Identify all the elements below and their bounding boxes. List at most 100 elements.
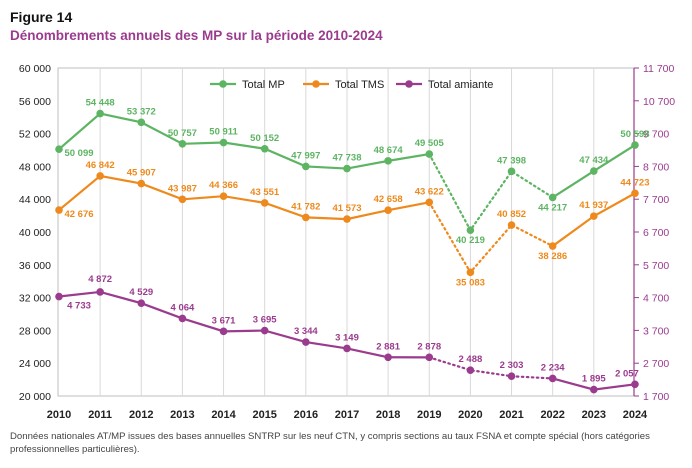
series-line-total-tms-dotted	[428, 201, 554, 275]
point-total-amiante-2016	[302, 338, 310, 346]
x-tick-2015: 2015	[252, 409, 276, 421]
x-tick-2022: 2022	[540, 409, 564, 421]
point-total-tms-2012	[137, 179, 146, 188]
point-total-mp-2013	[178, 139, 187, 148]
point-total-mp-2015	[260, 144, 269, 153]
data-label-total-mp-2011: 54 448	[86, 98, 115, 109]
data-label-total-tms-2019: 43 622	[415, 186, 444, 197]
point-total-amiante-2017	[343, 344, 351, 353]
chart-title: Dénombrements annuels des MP sur la péri…	[10, 28, 383, 43]
point-total-tms-2013	[178, 195, 187, 204]
line-chart: 2010 2011 2012 2013 2014 2015 2016 2017 2018 2019…	[19, 63, 675, 421]
x-tick-2012: 2012	[129, 409, 153, 421]
point-total-tms-2016	[302, 213, 310, 222]
legend-marker-total-mp	[219, 80, 227, 88]
x-tick-2017: 2017	[335, 409, 359, 421]
data-label-total-amiante-2015: 3 695	[253, 315, 277, 326]
left-tick-8: 52 000	[19, 129, 51, 141]
left-tick-4: 36 000	[19, 260, 51, 272]
series-line-total-tms-a	[58, 174, 430, 221]
point-total-amiante-2022	[548, 374, 557, 383]
right-tick-6: 7 700	[643, 194, 669, 206]
legend-marker-total-tms	[312, 80, 320, 88]
point-total-amiante-2012	[137, 299, 146, 308]
data-label-total-amiante-2010: 4 733	[67, 301, 91, 312]
point-total-tms-2023	[590, 212, 598, 220]
data-label-total-mp-2023: 47 434	[579, 155, 609, 166]
point-total-mp-2016	[302, 162, 310, 171]
data-label-total-tms-2018: 42 658	[374, 194, 403, 205]
point-total-amiante-2023	[590, 385, 598, 394]
point-total-tms-2018	[384, 206, 392, 215]
data-label-total-amiante-2023: 1 895	[582, 374, 606, 385]
source-note: Données nationales AT/MP issues des base…	[10, 431, 650, 455]
series-line-total-amiante-a	[58, 290, 430, 359]
point-total-mp-2024	[631, 141, 639, 149]
point-total-amiante-2015	[260, 326, 269, 335]
data-label-total-amiante-2013: 4 064	[171, 302, 195, 313]
x-tick-2018: 2018	[376, 409, 400, 421]
right-tick-8: 9 700	[643, 129, 669, 141]
data-label-total-amiante-2024: 2 057	[615, 368, 639, 379]
data-label-total-tms-2015: 43 551	[250, 187, 280, 198]
series-line-total-mp-dotted	[428, 152, 554, 233]
x-tick-2016: 2016	[294, 409, 318, 421]
point-total-amiante-2014	[219, 327, 228, 336]
left-tick-6: 44 000	[19, 194, 51, 206]
data-label-total-amiante-2021: 2 303	[500, 360, 524, 371]
left-tick-5: 40 000	[19, 227, 51, 239]
data-label-total-tms-2016: 41 782	[291, 201, 320, 212]
data-label-total-amiante-2011: 4 872	[88, 274, 112, 285]
right-tick-5: 6 700	[643, 227, 669, 239]
left-tick-0: 20 000	[19, 391, 51, 403]
data-label-total-mp-2022: 44 217	[538, 202, 567, 213]
left-tick-1: 24 000	[19, 358, 51, 370]
data-label-total-mp-2016: 47 997	[291, 150, 320, 161]
left-tick-3: 32 000	[19, 293, 51, 305]
point-total-mp-2019	[425, 150, 434, 158]
point-total-tms-2021	[507, 221, 516, 229]
right-tick-0: 1 700	[643, 391, 669, 403]
point-total-tms-2015	[260, 199, 269, 207]
data-label-total-mp-2010: 50 099	[64, 148, 93, 159]
x-tick-2021: 2021	[499, 409, 523, 421]
data-label-total-amiante-2019: 2 878	[417, 341, 441, 352]
right-tick-2: 3 700	[643, 325, 669, 337]
point-total-amiante-2018	[384, 353, 392, 362]
point-total-mp-2018	[384, 157, 392, 165]
data-label-total-tms-2014: 44 366	[209, 180, 238, 191]
data-label-total-mp-2015: 50 152	[250, 133, 279, 144]
data-label-total-tms-2020: 35 083	[456, 277, 485, 288]
data-label-total-amiante-2017: 3 149	[335, 332, 359, 343]
data-label-total-amiante-2016: 3 344	[294, 326, 318, 337]
left-tick-9: 56 000	[19, 96, 51, 108]
data-label-total-mp-2020: 40 219	[456, 235, 485, 246]
x-tick-2020: 2020	[458, 409, 482, 421]
x-tick-2024: 2024	[623, 409, 648, 421]
point-total-tms-2020	[466, 268, 475, 277]
point-total-amiante-2019	[425, 353, 434, 362]
point-total-tms-2019	[425, 198, 434, 207]
point-total-mp-2010	[55, 145, 63, 153]
legend-label-total-tms: Total TMS	[335, 79, 384, 91]
right-tick-3: 4 700	[643, 293, 669, 305]
data-label-total-amiante-2022: 2 234	[541, 362, 565, 373]
x-tick-2011: 2011	[88, 409, 112, 421]
left-tick-7: 48 000	[19, 161, 51, 173]
point-total-mp-2022	[548, 193, 557, 202]
data-label-total-amiante-2014: 3 671	[212, 315, 236, 326]
data-label-total-mp-2013: 50 757	[168, 128, 197, 139]
data-label-total-tms-2012: 45 907	[127, 168, 156, 179]
point-total-mp-2011	[96, 109, 104, 118]
data-label-total-tms-2023: 41 937	[579, 200, 608, 211]
point-total-mp-2014	[219, 138, 228, 147]
point-total-mp-2012	[137, 118, 146, 127]
series-line-total-amiante-dotted	[428, 356, 554, 380]
point-total-mp-2021	[507, 167, 516, 176]
right-tick-4: 5 700	[643, 260, 669, 272]
point-total-amiante-2021	[507, 372, 516, 381]
x-tick-2019: 2019	[417, 409, 441, 421]
point-total-tms-2017	[343, 215, 351, 223]
data-label-total-tms-2010: 42 676	[64, 209, 93, 220]
right-tick-7: 8 700	[643, 161, 669, 173]
